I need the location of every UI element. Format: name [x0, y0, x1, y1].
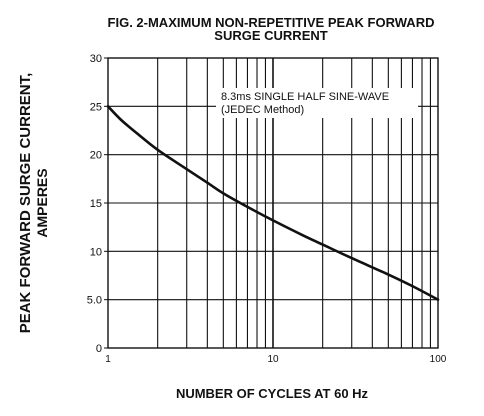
data-point [436, 298, 440, 301]
data-point [206, 181, 209, 184]
x-axis-title: NUMBER OF CYCLES AT 60 Hz [176, 386, 369, 401]
y-tick-label: 0 [96, 343, 102, 355]
data-point [156, 148, 159, 152]
x-tick-label: 100 [430, 354, 447, 365]
data-point [246, 205, 249, 209]
data-point [106, 105, 110, 108]
y-tick-label: 15 [90, 198, 102, 210]
data-point [387, 273, 390, 276]
data-point [350, 256, 353, 260]
annotation-line: (JEDEC Method) [221, 104, 304, 116]
y-tick-labels: 0 5.0 10 15 20 25 30 [87, 53, 108, 355]
data-point [135, 132, 139, 135]
data-point [321, 243, 324, 246]
chart-title: FIG. 2-MAXIMUM NON-REPETITIVE PEAK FORWA… [108, 15, 435, 43]
x-tick-label: 10 [267, 354, 279, 365]
y-axis-title-line: PEAK FORWARD SURGE CURRENT, [17, 73, 34, 334]
series-group [106, 105, 440, 301]
y-tick-label: 5.0 [87, 295, 102, 307]
y-axis-title-line: AMPERES [34, 168, 50, 237]
data-point [185, 167, 188, 171]
data-point [222, 192, 225, 195]
chart-title-line: SURGE CURRENT [214, 28, 327, 43]
y-tick-label: 20 [90, 150, 102, 162]
data-point [271, 219, 275, 222]
y-tick-label: 25 [90, 101, 102, 113]
annotation-line: 8.3ms SINGLE HALF SINE-WAVE [221, 91, 389, 103]
data-point [411, 284, 414, 288]
y-tick-label: 10 [90, 246, 102, 258]
data-point [119, 118, 123, 122]
x-tick-label: 1 [105, 354, 111, 365]
y-tick-label: 30 [90, 53, 102, 65]
x-tick-labels: 1 10 100 [105, 354, 447, 365]
chart-title-line: FIG. 2-MAXIMUM NON-REPETITIVE PEAK FORWA… [108, 15, 435, 30]
annotation-background [216, 88, 418, 118]
annotation: 8.3ms SINGLE HALF SINE-WAVE(JEDEC Method… [216, 88, 418, 118]
y-axis-title: PEAK FORWARD SURGE CURRENT, AMPERES [17, 73, 50, 334]
data-point [300, 233, 304, 237]
